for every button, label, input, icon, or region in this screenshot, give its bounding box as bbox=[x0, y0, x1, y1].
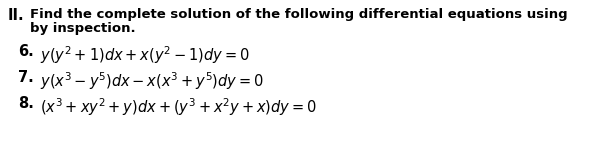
Text: Find the complete solution of the following differential equations using: Find the complete solution of the follow… bbox=[30, 8, 572, 21]
Text: 8.: 8. bbox=[18, 96, 34, 111]
Text: $\mathit{(x^{3}+xy^{2}+y)dx+(y^{3}+x^{2}y+x)dy=0}$: $\mathit{(x^{3}+xy^{2}+y)dx+(y^{3}+x^{2}… bbox=[40, 96, 317, 118]
Text: II.: II. bbox=[8, 8, 25, 23]
Text: $\mathit{y(x^{3}-y^{5})dx-x(x^{3}+y^{5})dy=0}$: $\mathit{y(x^{3}-y^{5})dx-x(x^{3}+y^{5})… bbox=[40, 70, 264, 92]
Text: 7.: 7. bbox=[18, 70, 34, 85]
Text: 6.: 6. bbox=[18, 44, 34, 59]
Text: $\mathit{y(y^{2}+1)dx+x(y^{2}-1)dy=0}$: $\mathit{y(y^{2}+1)dx+x(y^{2}-1)dy=0}$ bbox=[40, 44, 250, 66]
Text: by inspection.: by inspection. bbox=[30, 22, 136, 35]
